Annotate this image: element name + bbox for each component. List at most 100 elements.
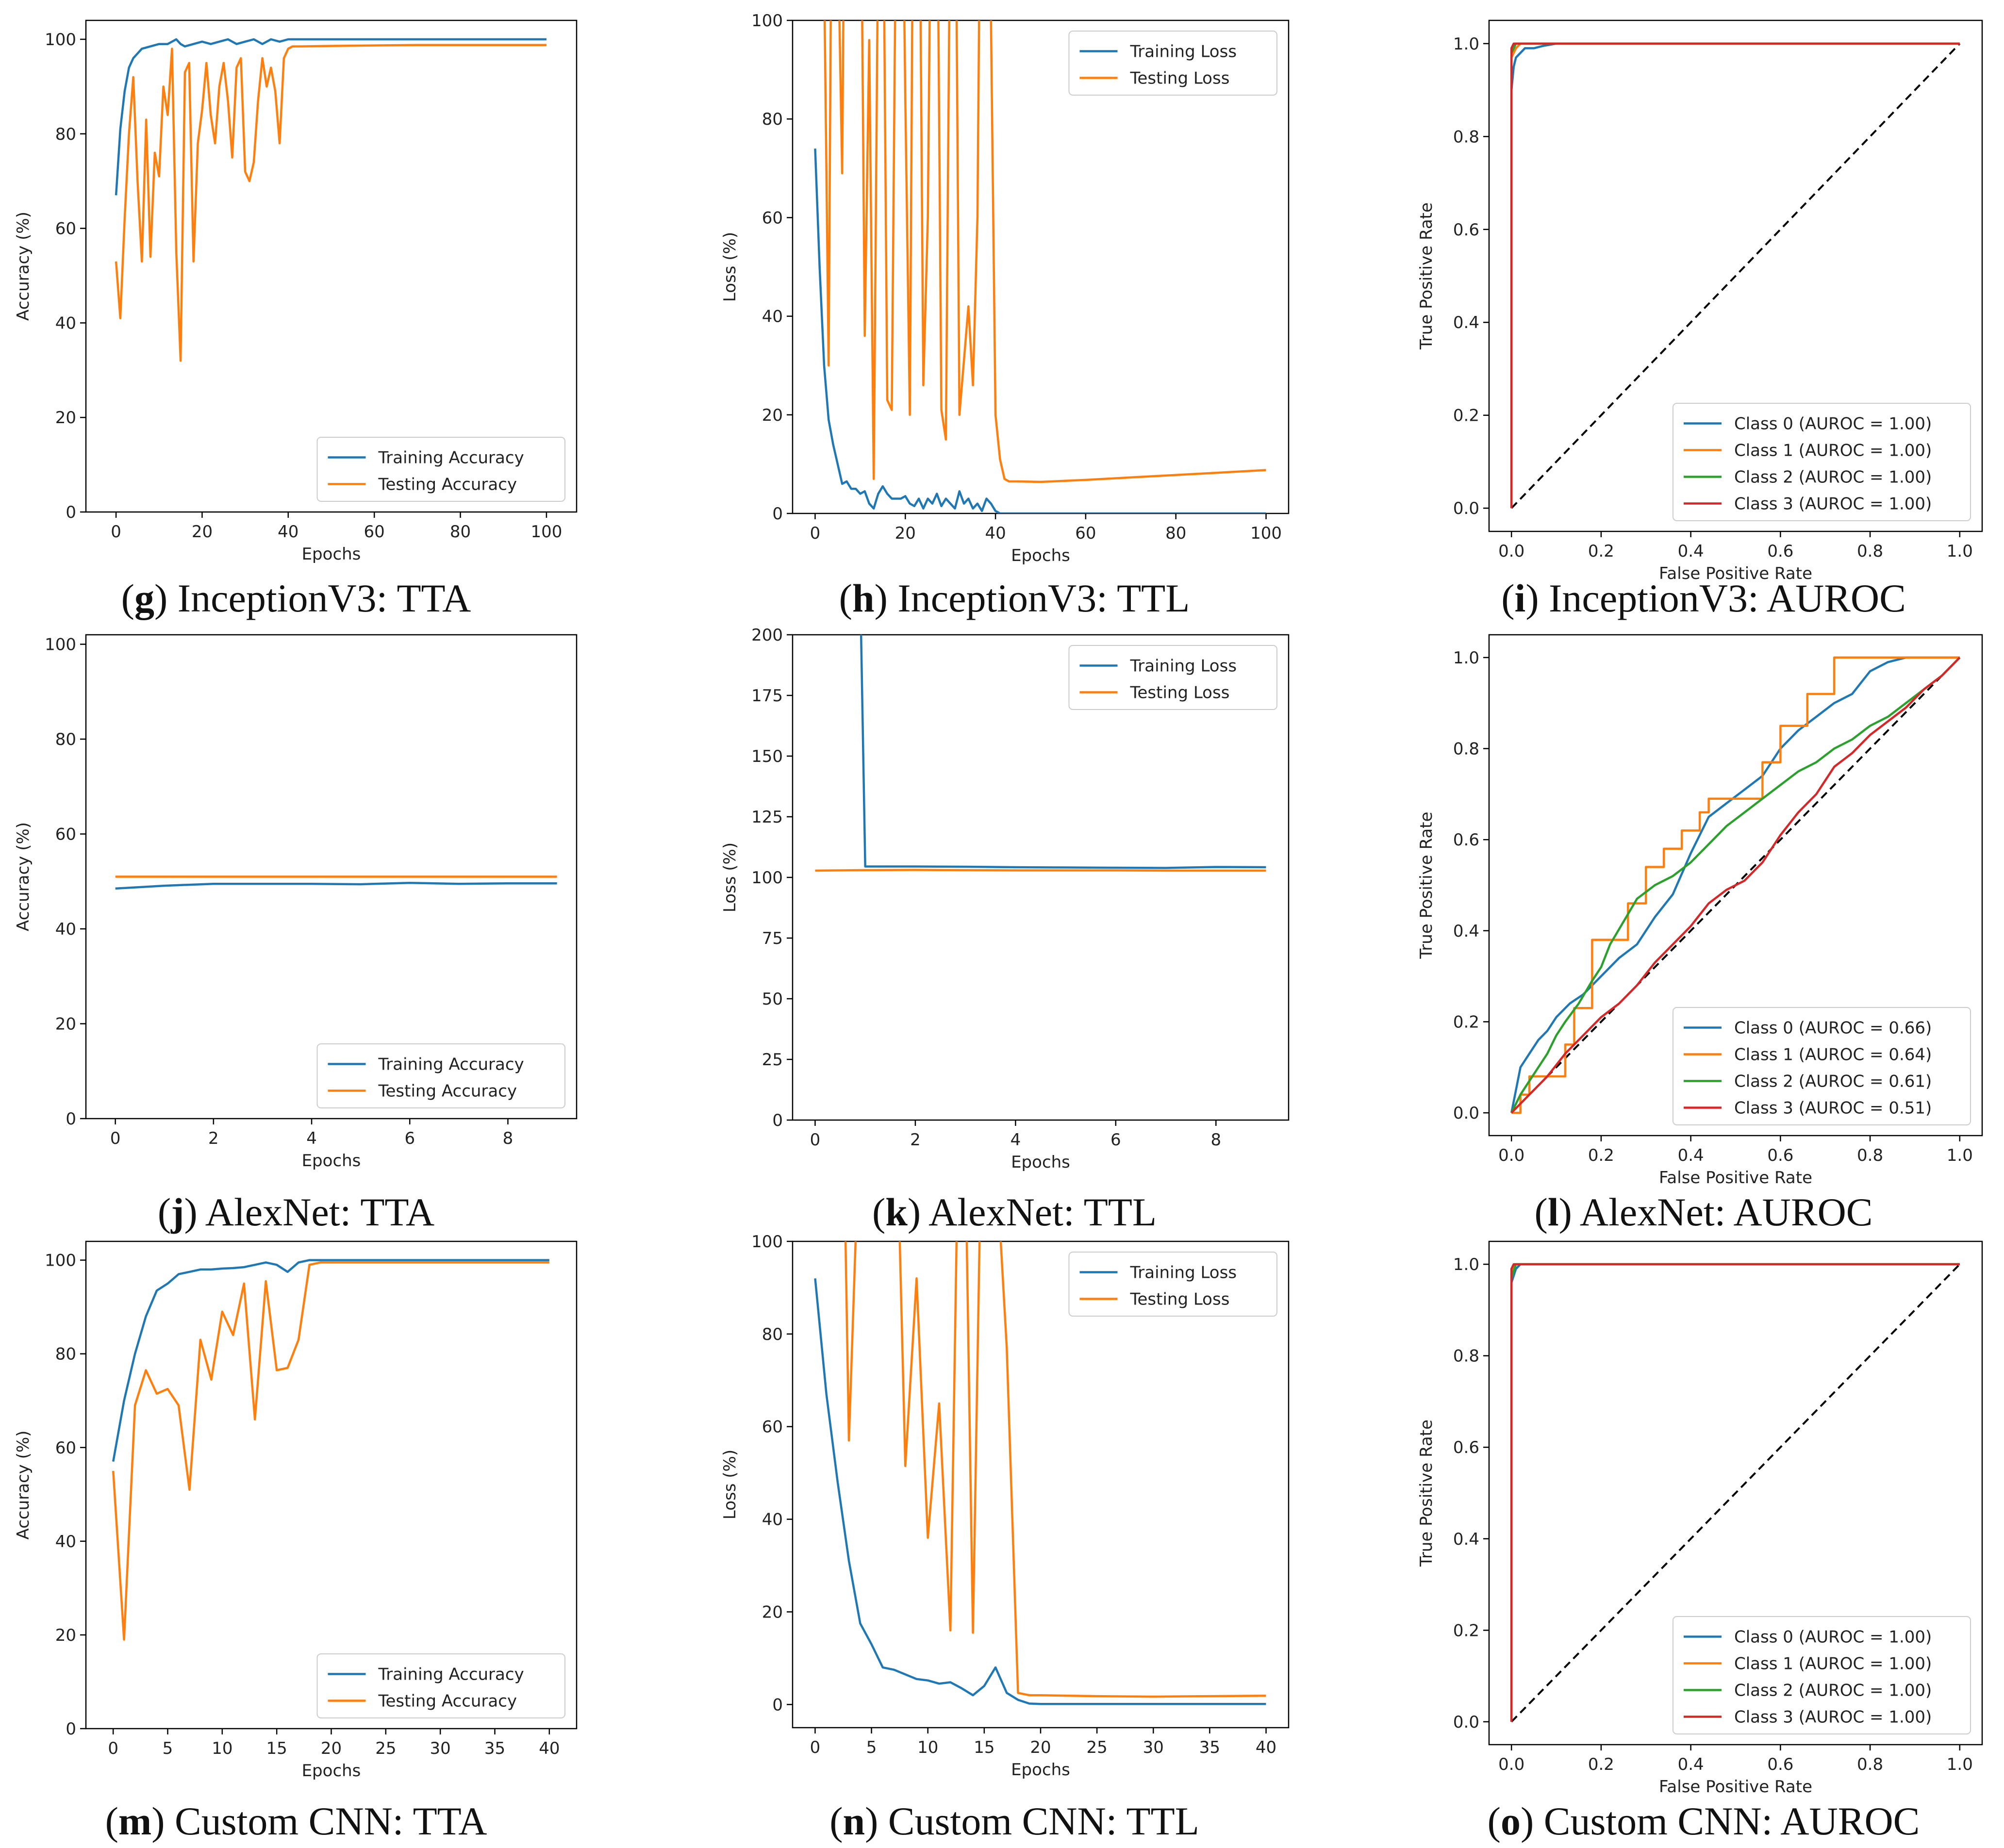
y-tick-label: 0.8 (1453, 127, 1479, 147)
series-line-blue (814, 148, 1266, 513)
legend-label: Training Accuracy (378, 448, 524, 468)
series-line-orange (1511, 656, 1960, 1114)
x-tick-label: 0.0 (1498, 542, 1524, 561)
x-tick-label: 0.8 (1857, 1755, 1883, 1774)
legend-box (1068, 645, 1277, 710)
y-tick-label: 0.4 (1453, 313, 1479, 332)
y-tick-label: 0.0 (1453, 1713, 1479, 1732)
x-tick-label: 10 (212, 1739, 232, 1758)
y-tick-label: 100 (45, 1251, 76, 1270)
x-tick-label: 1.0 (1947, 1755, 1973, 1774)
x-tick-label: 40 (278, 522, 298, 542)
y-tick-label: 175 (751, 686, 783, 706)
y-tick-label: 80 (762, 1325, 783, 1344)
y-tick-label: 60 (762, 208, 783, 228)
y-tick-label: 0 (772, 1695, 783, 1715)
panel-title: ) Custom CNN: AUROC (1521, 1799, 1920, 1843)
panel-caption: (n) Custom CNN: TTL (829, 1799, 1199, 1843)
chance-diagonal-line (1510, 43, 1961, 509)
x-tick-label: 100 (530, 522, 562, 542)
x-tick-label: 8 (1210, 1130, 1221, 1150)
x-tick-label: 0.8 (1857, 542, 1883, 561)
y-tick-label: 60 (762, 1418, 783, 1437)
y-tick-label: 100 (45, 30, 76, 50)
x-tick-label: 0.4 (1678, 1146, 1704, 1165)
x-tick-label: 0 (108, 1739, 118, 1758)
panel-letter: h (852, 576, 875, 620)
legend-label: Testing Accuracy (378, 1082, 517, 1101)
y-tick-label: 1.0 (1453, 648, 1479, 668)
x-axis-label: Epochs (302, 1151, 361, 1171)
axes-frame (1488, 634, 1983, 1137)
panel-title: ) AlexNet: TTA (184, 1190, 434, 1234)
axes-frame (1488, 1240, 1983, 1746)
legend-label: Class 1 (AUROC = 1.00) (1734, 1654, 1932, 1674)
y-tick-label: 0 (772, 1111, 783, 1130)
legend-label: Class 2 (AUROC = 1.00) (1734, 468, 1932, 487)
legend-label: Testing Accuracy (378, 1692, 517, 1711)
legend-box (316, 1043, 565, 1108)
y-tick-label: 20 (55, 1626, 76, 1645)
y-tick-label: 40 (762, 1510, 783, 1530)
y-tick-label: 100 (751, 868, 783, 888)
y-tick-label: 80 (762, 110, 783, 129)
legend-label: Class 3 (AUROC = 0.51) (1734, 1099, 1932, 1118)
panel-letter: m (118, 1799, 151, 1843)
legend-label: Training Loss (1130, 657, 1237, 676)
series-line-orange (844, 1241, 1266, 1698)
y-tick-label: 60 (55, 825, 76, 844)
x-tick-label: 6 (404, 1129, 415, 1148)
panel-letter: o (1501, 1799, 1521, 1843)
y-tick-label: 0.8 (1453, 740, 1479, 759)
chart-panel-m: 0 5 10 15 20 25 30 35 40 0 20 40 60 80 100 Epochs Accura… (14, 1240, 578, 1843)
y-tick-label: 20 (762, 406, 783, 425)
x-tick-label: 20 (1030, 1738, 1051, 1757)
y-axis-label: Accuracy (%) (14, 1431, 33, 1540)
y-tick-label: 0.8 (1453, 1347, 1479, 1366)
legend-box (1068, 1252, 1277, 1317)
panel-letter: l (1548, 1190, 1559, 1234)
x-tick-label: 0.4 (1678, 542, 1704, 561)
y-tick-label: 60 (55, 219, 76, 239)
y-tick-label: 0.4 (1453, 1530, 1479, 1549)
x-tick-label: 80 (450, 522, 471, 542)
series-line-orange (112, 1261, 549, 1641)
panel-caption: (g) InceptionV3: TTA (121, 576, 471, 620)
legend: Training Accuracy Testing Accuracy (316, 1653, 565, 1718)
x-tick-label: 10 (917, 1738, 938, 1757)
x-tick-label: 30 (430, 1739, 451, 1758)
y-tick-label: 0.2 (1453, 406, 1479, 426)
x-tick-label: 80 (1165, 524, 1186, 543)
panel-letter: k (885, 1190, 908, 1234)
legend: Class 0 (AUROC = 1.00) Class 1 (AUROC = 1… (1673, 403, 1971, 521)
legend: Training Accuracy Testing Accuracy (316, 1043, 565, 1108)
legend-box (1673, 403, 1971, 521)
y-tick-label: 20 (55, 408, 76, 428)
x-tick-label: 0 (810, 524, 821, 543)
y-tick-label: 0.6 (1453, 220, 1479, 240)
legend: Training Loss Testing Loss (1068, 1252, 1277, 1317)
series-line-green (1510, 657, 1961, 1114)
x-tick-label: 0.6 (1767, 542, 1793, 561)
x-tick-label: 0.2 (1588, 542, 1614, 561)
x-tick-label: 4 (306, 1129, 317, 1148)
y-tick-label: 0.2 (1453, 1621, 1479, 1640)
x-tick-label: 40 (1256, 1738, 1276, 1757)
x-tick-label: 0.2 (1588, 1755, 1614, 1774)
y-tick-label: 25 (762, 1050, 783, 1070)
x-tick-label: 0 (810, 1130, 821, 1150)
legend-label: Training Accuracy (378, 1665, 524, 1684)
legend-box (1673, 1007, 1971, 1125)
y-tick-label: 0.0 (1453, 499, 1479, 518)
y-tick-label: 75 (762, 929, 783, 948)
x-tick-label: 35 (1199, 1738, 1220, 1757)
legend-label: Class 3 (AUROC = 1.00) (1734, 495, 1932, 514)
x-tick-label: 15 (266, 1739, 287, 1758)
panel-letter: n (843, 1799, 865, 1843)
x-tick-label: 2 (208, 1129, 219, 1148)
series-line-blue (860, 635, 1266, 869)
x-tick-label: 20 (192, 522, 213, 542)
panel-title: ) InceptionV3: TTL (875, 576, 1190, 620)
y-tick-label: 100 (45, 635, 76, 655)
